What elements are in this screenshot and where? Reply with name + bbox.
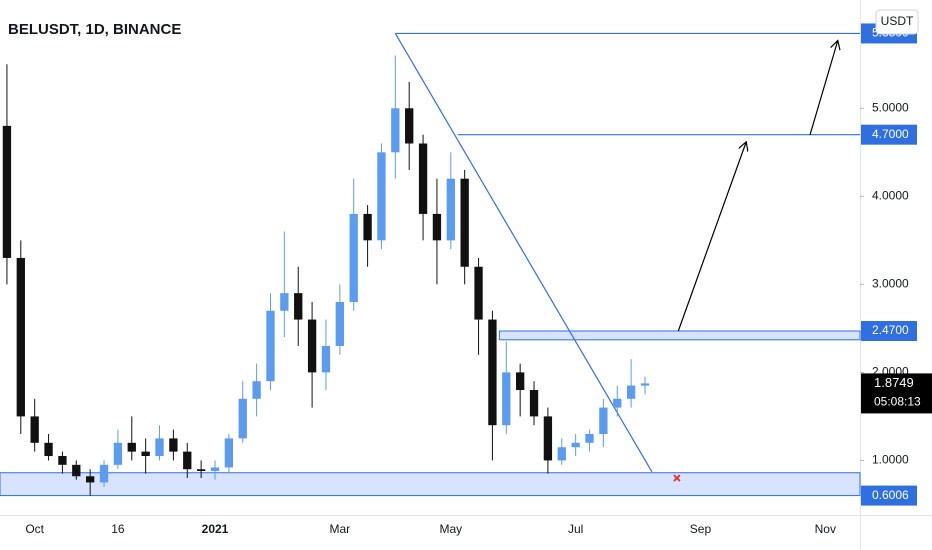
candle-body [502, 372, 511, 426]
zone-label: 0.6006 [872, 488, 909, 502]
zone-label-box [861, 485, 917, 506]
chart-title: BELUSDT, 1D, BINANCE [8, 21, 181, 38]
candle-body [280, 293, 289, 311]
zone [498, 330, 861, 341]
trendline [394, 33, 653, 473]
candle-body [613, 398, 622, 408]
candle-body [599, 407, 608, 435]
x-tick-label: Oct [25, 522, 44, 536]
x-tick-label: May [439, 522, 462, 536]
candle-body [113, 442, 123, 465]
candle-body [585, 434, 594, 443]
currency-button[interactable] [875, 9, 919, 35]
candle-body [640, 383, 650, 386]
arrow [809, 40, 838, 135]
zone-label-box [861, 321, 917, 342]
candle-body [294, 293, 303, 320]
candle-body [86, 476, 95, 483]
last-price-label: 1.8749 [874, 375, 914, 390]
candle-body [58, 456, 67, 465]
y-tick-label: 4.0000 [872, 188, 909, 202]
candle-body [16, 257, 25, 417]
candle-body [238, 398, 247, 439]
candle-body [405, 108, 414, 144]
candle-body [2, 125, 12, 258]
x-tick-label: Jul [568, 522, 583, 536]
x-tick-label: 2021 [202, 522, 229, 536]
candle-body [224, 438, 234, 468]
plot-area [0, 32, 861, 497]
currency-button-label[interactable]: USDT [881, 14, 914, 28]
candle-body [266, 310, 275, 382]
candle-body [474, 266, 483, 320]
y-tick-label: 1.0000 [872, 453, 909, 467]
candle-body [72, 464, 81, 477]
y-tick-label: 3.0000 [872, 277, 909, 291]
candle-body [321, 345, 331, 373]
zone-label: 2.4700 [872, 323, 909, 337]
candle-body [543, 416, 553, 461]
candle-body [377, 152, 386, 241]
candle-body [44, 442, 53, 457]
candle-body [418, 143, 428, 214]
candle-body [349, 213, 358, 302]
candle-body [169, 438, 178, 452]
stop-marker [673, 474, 681, 482]
last-price-box [861, 373, 932, 414]
candle-body [391, 108, 400, 153]
candle-body [488, 319, 497, 426]
price-axis: 1.00002.00003.00004.00005.00005.85004.70… [860, 23, 932, 506]
candle-body [571, 442, 580, 448]
candle-body [460, 178, 469, 267]
candle-body [335, 301, 344, 346]
candle-body [557, 447, 566, 461]
candle-body [516, 372, 525, 390]
candle-body [529, 389, 539, 417]
countdown-label: 05:08:13 [874, 395, 921, 409]
candle-body [210, 467, 220, 471]
zone [0, 472, 861, 497]
x-tick-label: Mar [330, 522, 351, 536]
y-tick-label: 5.0000 [872, 100, 909, 114]
level-label: 4.7000 [872, 127, 909, 141]
candle-body [252, 381, 261, 399]
candle-body [99, 464, 109, 483]
candle-body [196, 469, 206, 471]
candle-body [363, 213, 372, 241]
arrow [677, 142, 746, 332]
level-label-box [861, 124, 917, 145]
candle-body [141, 451, 150, 457]
candle-body [30, 416, 39, 443]
candle-body [432, 213, 442, 241]
candle-body [307, 319, 317, 373]
x-tick-label: Nov [815, 522, 836, 536]
candle-body [183, 451, 192, 470]
x-tick-label: 16 [111, 522, 125, 536]
candle-body [446, 178, 455, 241]
x-tick-label: Sep [690, 522, 712, 536]
candle-body [127, 442, 136, 452]
candle-body [626, 385, 636, 399]
candle-body [155, 438, 164, 457]
